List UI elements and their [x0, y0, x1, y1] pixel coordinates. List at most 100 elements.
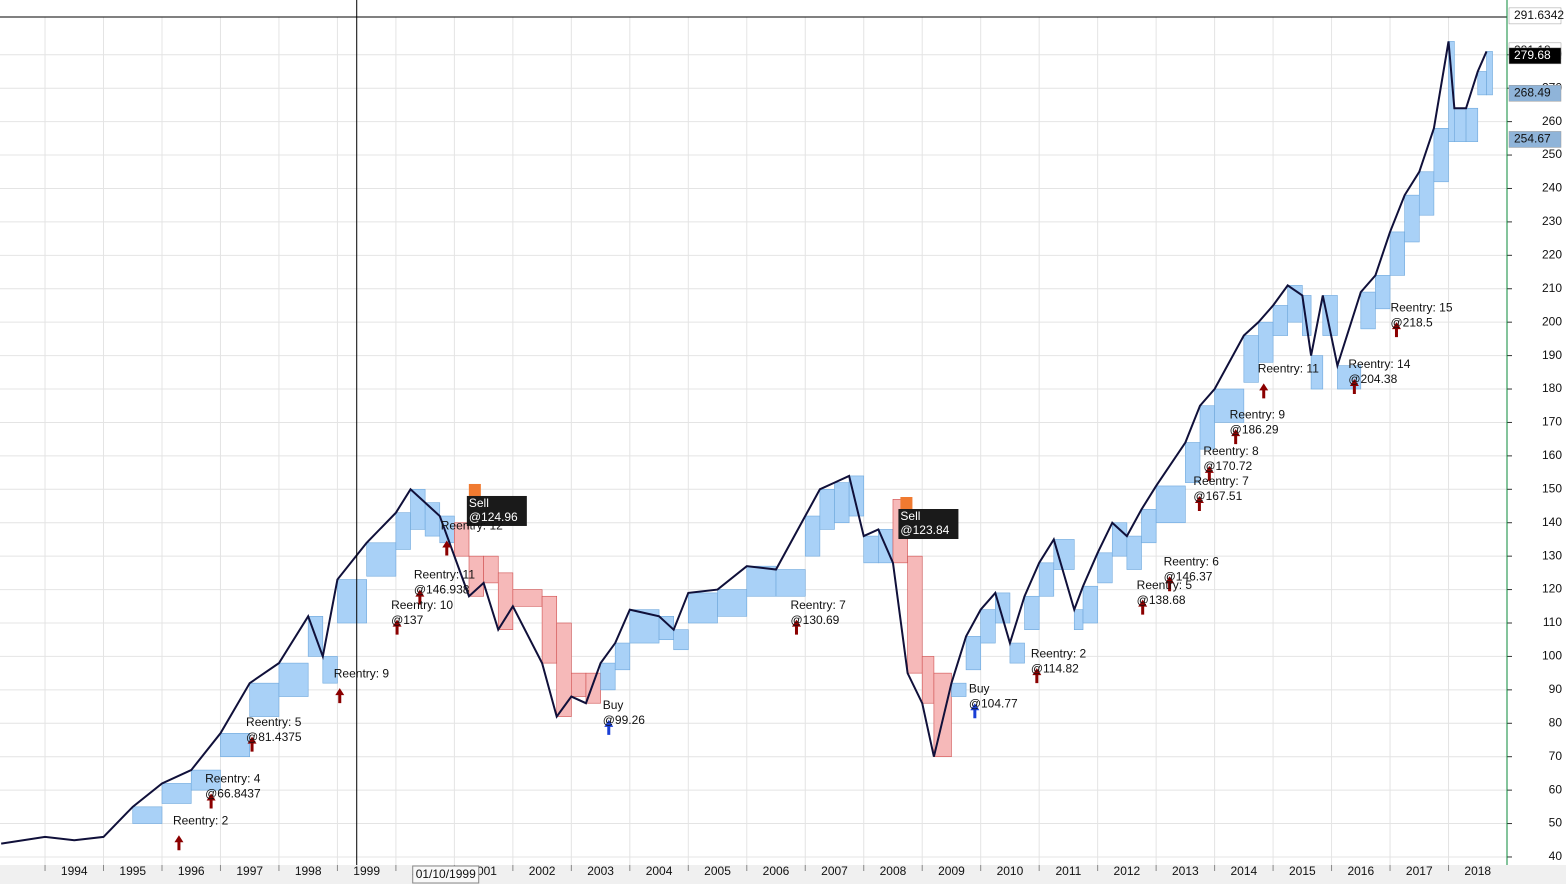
price-tag: 279.68 — [1514, 48, 1551, 62]
price-tag-bg — [1508, 84, 1562, 102]
signal-arrow — [1204, 465, 1214, 481]
stop-band — [1111, 522, 1128, 557]
stop-band — [1486, 51, 1493, 96]
x-tick-label: 2008 — [880, 864, 907, 878]
stop-band — [1155, 485, 1186, 524]
stop-band — [1082, 585, 1098, 624]
x-tick-label: 2002 — [529, 864, 556, 878]
stop-band — [848, 475, 865, 517]
stop-band — [600, 662, 616, 691]
reentry-label: Reentry: 7 — [1193, 474, 1249, 488]
stop-band — [132, 806, 163, 824]
stop-band — [541, 595, 558, 664]
reentry-label: @66.8437 — [205, 787, 261, 801]
stop-band — [190, 769, 221, 791]
x-tick-label: 2010 — [997, 864, 1024, 878]
y-tick-label: 150 — [1542, 481, 1562, 495]
y-tick-label: 100 — [1542, 649, 1562, 663]
signal-arrow — [1138, 599, 1148, 615]
signal-arrow — [970, 703, 980, 719]
stop-band — [1310, 355, 1324, 390]
signal-arrow — [1165, 576, 1175, 592]
signal-arrow — [206, 793, 216, 809]
stop-band — [717, 589, 748, 617]
reentry-label: @186.29 — [1230, 422, 1279, 436]
reentry-label: Reentry: 6 — [1164, 554, 1220, 568]
reentry-label: @167.51 — [1193, 489, 1242, 503]
stop-band — [1141, 509, 1157, 544]
reentry-label: @114.82 — [1031, 661, 1079, 675]
y-tick-label: 250 — [1542, 147, 1562, 161]
stop-band — [980, 609, 996, 644]
signal-arrow — [791, 619, 801, 635]
cursor-date: 01/10/1999 — [416, 867, 476, 881]
x-tick-label: 2015 — [1289, 864, 1316, 878]
signal-arrow — [335, 688, 345, 704]
reentry-label: @137 — [391, 613, 424, 627]
y-tick-label: 210 — [1542, 281, 1562, 295]
x-tick-label: 2006 — [763, 864, 790, 878]
y-tick-label: 180 — [1542, 381, 1562, 395]
stop-band — [1185, 442, 1201, 483]
sell-marker — [468, 483, 481, 496]
reentry-label: @218.5 — [1390, 315, 1433, 329]
stop-band — [1375, 275, 1391, 310]
buy-label: @104.77 — [969, 696, 1018, 710]
signal-arrow — [1032, 668, 1042, 684]
y-tick-label: 70 — [1549, 749, 1563, 763]
stop-band — [775, 569, 806, 597]
x-tick-label: 1998 — [295, 864, 322, 878]
reentry-label: Reentry: 2 — [1031, 646, 1087, 660]
stop-band — [1454, 107, 1467, 142]
y-tick-label: 110 — [1543, 615, 1562, 629]
price-tag: 254.67 — [1514, 132, 1551, 146]
signal-arrow — [604, 719, 614, 735]
y-tick-label: 40 — [1549, 849, 1563, 863]
signal-arrow — [1231, 429, 1241, 445]
reentry-label: Reentry: 14 — [1348, 357, 1410, 371]
y-tick-label: 200 — [1542, 314, 1562, 328]
stop-band — [1009, 642, 1025, 664]
price-tag-bg — [1508, 7, 1562, 25]
signal-arrow — [1349, 378, 1359, 394]
stop-band — [673, 629, 689, 651]
reentry-label: @170.72 — [1203, 459, 1252, 473]
buy-label: Buy — [969, 681, 990, 695]
stop-band — [512, 589, 543, 607]
price-tag: 268.49 — [1514, 85, 1551, 99]
sell-label-bg — [898, 509, 959, 540]
stop-band — [1243, 335, 1259, 383]
stop-band — [454, 522, 470, 557]
stop-band — [1053, 539, 1075, 570]
reentry-label: Reentry: 5 — [246, 715, 302, 729]
reentry-label: Reentry: 2 — [173, 813, 229, 827]
stop-band — [395, 512, 411, 550]
stop-band — [1199, 405, 1215, 450]
stop-band — [424, 502, 441, 537]
y-tick-label: 80 — [1549, 715, 1563, 729]
sell-label: Sell — [469, 496, 489, 510]
signal-arrow — [442, 540, 452, 556]
reentry-label: @204.38 — [1348, 372, 1397, 386]
price-tag-bg — [1508, 47, 1562, 65]
x-tick-label: 2016 — [1347, 864, 1374, 878]
stop-band — [995, 592, 1011, 624]
stop-band — [483, 555, 499, 584]
x-tick-label: 2005 — [704, 864, 731, 878]
stop-band — [1389, 231, 1405, 276]
reentry-label: Reentry: 7 — [790, 598, 846, 612]
stop-band — [746, 565, 777, 597]
stop-band — [322, 656, 338, 684]
stop-band — [907, 555, 923, 674]
x-tick-label: 2003 — [587, 864, 614, 878]
cursor-date-bg — [412, 865, 480, 884]
sell-label-bg — [466, 495, 527, 526]
y-tick-label: 190 — [1542, 348, 1562, 362]
signal-arrow — [247, 736, 257, 752]
stop-band — [497, 572, 514, 630]
x-tick-label: 1997 — [236, 864, 263, 878]
y-tick-label: 60 — [1549, 782, 1563, 796]
y-tick-label: 160 — [1542, 448, 1562, 462]
x-axis-strip — [0, 865, 1566, 884]
